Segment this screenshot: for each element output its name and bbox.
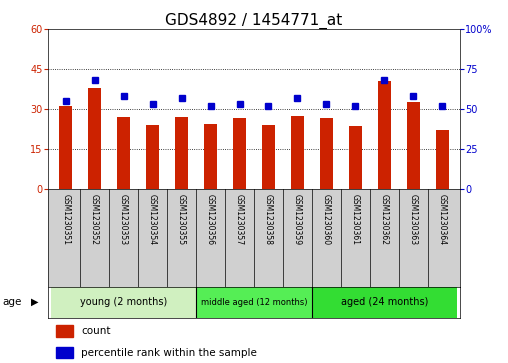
Bar bbox=[436, 130, 449, 189]
Bar bbox=[320, 118, 333, 189]
Bar bbox=[312, 287, 457, 318]
Bar bbox=[283, 189, 312, 287]
Bar bbox=[378, 81, 391, 189]
Bar bbox=[51, 287, 196, 318]
Bar bbox=[407, 102, 420, 189]
Bar bbox=[59, 106, 72, 189]
Text: GSM1230353: GSM1230353 bbox=[119, 194, 128, 245]
Text: GSM1230358: GSM1230358 bbox=[264, 194, 273, 245]
Bar bbox=[109, 189, 138, 287]
Text: aged (24 months): aged (24 months) bbox=[341, 297, 428, 307]
Bar bbox=[56, 347, 73, 359]
Bar bbox=[51, 189, 80, 287]
Text: GSM1230352: GSM1230352 bbox=[90, 194, 99, 245]
Text: GSM1230360: GSM1230360 bbox=[322, 194, 331, 245]
Bar bbox=[341, 189, 370, 287]
Bar bbox=[146, 125, 159, 189]
Bar bbox=[225, 189, 254, 287]
Bar bbox=[56, 325, 73, 337]
Bar bbox=[233, 118, 246, 189]
Text: GSM1230364: GSM1230364 bbox=[438, 194, 447, 245]
Bar bbox=[370, 189, 399, 287]
Bar bbox=[138, 189, 167, 287]
Text: GSM1230361: GSM1230361 bbox=[351, 194, 360, 245]
Bar bbox=[349, 126, 362, 189]
Bar bbox=[312, 189, 341, 287]
Bar bbox=[117, 117, 130, 189]
Bar bbox=[399, 189, 428, 287]
Text: GSM1230354: GSM1230354 bbox=[148, 194, 157, 245]
Bar bbox=[428, 189, 457, 287]
Text: GSM1230359: GSM1230359 bbox=[293, 194, 302, 245]
Bar bbox=[175, 117, 188, 189]
Text: GSM1230351: GSM1230351 bbox=[61, 194, 70, 245]
Text: GSM1230363: GSM1230363 bbox=[409, 194, 418, 245]
Bar bbox=[204, 123, 217, 189]
Text: young (2 months): young (2 months) bbox=[80, 297, 167, 307]
Bar bbox=[262, 125, 275, 189]
Bar bbox=[291, 115, 304, 189]
Title: GDS4892 / 1454771_at: GDS4892 / 1454771_at bbox=[166, 13, 342, 29]
Bar bbox=[88, 87, 101, 189]
Bar bbox=[196, 287, 312, 318]
Text: GSM1230356: GSM1230356 bbox=[206, 194, 215, 245]
Text: GSM1230355: GSM1230355 bbox=[177, 194, 186, 245]
Text: middle aged (12 months): middle aged (12 months) bbox=[201, 298, 307, 307]
Text: ▶: ▶ bbox=[30, 297, 38, 307]
Bar bbox=[80, 189, 109, 287]
Bar bbox=[196, 189, 225, 287]
Text: percentile rank within the sample: percentile rank within the sample bbox=[81, 348, 257, 358]
Text: GSM1230357: GSM1230357 bbox=[235, 194, 244, 245]
Bar bbox=[167, 189, 196, 287]
Text: GSM1230362: GSM1230362 bbox=[380, 194, 389, 245]
Text: age: age bbox=[3, 297, 22, 307]
Bar bbox=[254, 189, 283, 287]
Text: count: count bbox=[81, 326, 111, 336]
